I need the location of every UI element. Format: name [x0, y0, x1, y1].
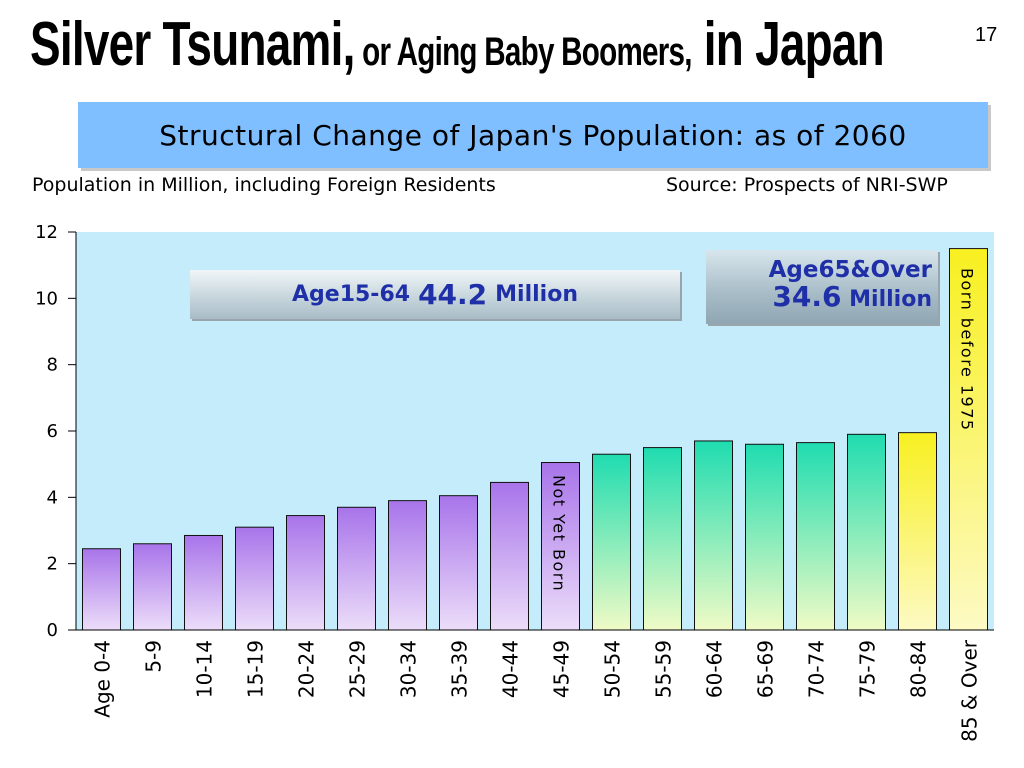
bar-75-79: [847, 433, 886, 631]
elderly-value: 34.6: [772, 280, 842, 314]
x-tick-label: 10-14: [193, 640, 217, 698]
bar-40-44: [490, 481, 529, 631]
bar-60-64: [694, 440, 733, 631]
working-age-annotation: Age15-64 44.2 Million: [190, 270, 680, 319]
x-tick-label: 5-9: [142, 640, 166, 673]
x-tick-label: 65-69: [754, 640, 778, 698]
page-number: 17: [975, 24, 998, 46]
title-part-3: in Japan: [691, 10, 885, 79]
title-part-2: or Aging Baby Boomers,: [354, 30, 692, 74]
x-tick-label: 70-74: [805, 640, 829, 698]
bar-55-59: [643, 447, 682, 631]
x-tick-label: 30-34: [397, 640, 421, 698]
x-tick-label: Age 0-4: [91, 640, 115, 718]
bar-65-69: [745, 443, 784, 631]
x-tick-label: 55-59: [652, 640, 676, 698]
elderly-annotation: Age65&Over 34.6 Million: [706, 250, 938, 324]
bar-70-74: [796, 442, 835, 631]
elderly-unit: Million: [849, 287, 932, 313]
y-tick-label: 4: [47, 487, 58, 508]
bar-35-39: [439, 495, 478, 631]
x-tick-label: 85 & Over: [958, 639, 982, 742]
x-tick-label: 25-29: [346, 640, 370, 698]
x-tick-label: 80-84: [907, 640, 931, 698]
y-tick-label: 6: [47, 421, 58, 442]
bar-25-29: [337, 506, 376, 631]
bar-15-19: [235, 526, 274, 631]
bar-80-84: [898, 432, 937, 631]
bar-5-9: [133, 543, 172, 631]
x-tick-label: 15-19: [244, 640, 268, 698]
x-tick-label: 35-39: [448, 640, 472, 698]
working-age-label: Age15-64: [292, 282, 411, 307]
bar-45-49: [541, 462, 580, 631]
working-age-unit: Million: [495, 282, 578, 307]
y-tick-label: 12: [35, 222, 58, 243]
y-tick-label: 2: [47, 554, 58, 575]
not-yet-born-label: Not Yet Born: [550, 475, 569, 592]
bar-50-54: [592, 453, 631, 631]
y-tick-label: 0: [47, 620, 58, 641]
bar-30-34: [388, 500, 427, 631]
x-tick-label: 60-64: [703, 640, 727, 698]
source-note: Source: Prospects of NRI-SWP: [666, 174, 948, 196]
working-age-value: 44.2: [418, 278, 488, 311]
units-note: Population in Million, including Foreign…: [32, 174, 496, 196]
elderly-label: Age65&Over: [768, 257, 932, 283]
slide-title: Silver Tsunami, or Aging Baby Boomers, i…: [30, 14, 885, 76]
bar-age-0-4: [82, 548, 121, 631]
chart-banner: Structural Change of Japan's Population:…: [78, 102, 988, 168]
x-tick-label: 50-54: [601, 640, 625, 698]
title-part-1: Silver Tsunami,: [30, 10, 355, 79]
bar-10-14: [184, 534, 223, 631]
born-before-label: Born before 1975: [958, 268, 977, 432]
x-tick-label: 20-24: [295, 640, 319, 698]
y-tick-label: 10: [35, 288, 58, 309]
bar-20-24: [286, 515, 325, 631]
x-tick-label: 45-49: [550, 640, 574, 698]
y-tick-label: 8: [47, 355, 58, 376]
bar-85-over: [949, 248, 988, 631]
banner-text: Structural Change of Japan's Population:…: [159, 118, 907, 152]
x-tick-label: 40-44: [499, 640, 523, 698]
x-tick-label: 75-79: [856, 640, 880, 698]
